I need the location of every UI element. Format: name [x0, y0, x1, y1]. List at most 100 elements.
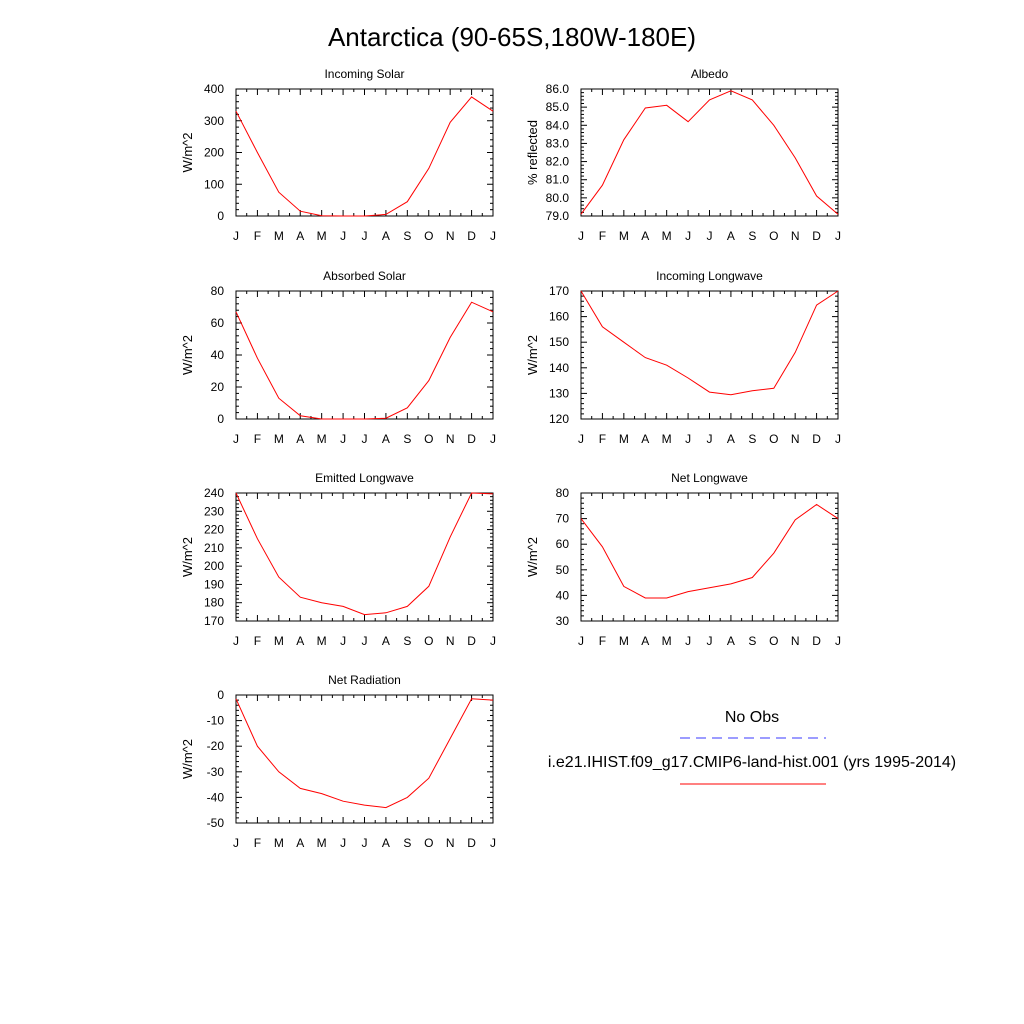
x-tick-label: J — [362, 836, 368, 850]
x-tick-label: J — [835, 229, 841, 243]
series-line — [235, 301, 494, 420]
y-tick-label: 80 — [211, 284, 225, 298]
y-tick-label: 40 — [211, 348, 225, 362]
y-tick-label: 180 — [204, 596, 224, 610]
x-tick-label: J — [362, 432, 368, 446]
y-tick-label: 230 — [204, 504, 224, 518]
x-tick-label: D — [812, 432, 821, 446]
panel-title: Net Longwave — [671, 471, 748, 485]
series-line — [235, 96, 494, 217]
plot-frame — [235, 88, 494, 217]
y-tick-label: -40 — [207, 790, 225, 804]
x-tick-label: J — [685, 634, 691, 648]
x-tick-label: S — [403, 229, 411, 243]
y-tick-label: 200 — [204, 146, 224, 160]
x-tick-label: M — [274, 432, 284, 446]
y-axis-label: W/m^2 — [525, 537, 540, 577]
y-axis-label: W/m^2 — [180, 739, 195, 779]
x-tick-label: A — [641, 634, 649, 648]
y-axis-label: W/m^2 — [180, 335, 195, 375]
x-tick-label: M — [274, 229, 284, 243]
x-tick-label: J — [233, 634, 239, 648]
x-tick-label: M — [274, 836, 284, 850]
y-tick-label: 400 — [204, 82, 224, 96]
x-tick-label: A — [296, 634, 304, 648]
y-tick-label: -10 — [207, 714, 225, 728]
y-tick-label: 83.0 — [546, 136, 570, 150]
x-tick-label: J — [578, 229, 584, 243]
y-tick-label: 150 — [549, 335, 569, 349]
series-line — [235, 698, 494, 809]
y-tick-label: 30 — [556, 614, 570, 628]
x-tick-label: J — [490, 836, 496, 850]
x-tick-label: O — [424, 634, 433, 648]
y-tick-label: 130 — [549, 386, 569, 400]
x-tick-label: J — [233, 229, 239, 243]
y-tick-label: 200 — [204, 559, 224, 573]
y-tick-label: 140 — [549, 361, 569, 375]
x-tick-label: A — [727, 634, 735, 648]
x-tick-label: M — [274, 634, 284, 648]
y-tick-label: 170 — [204, 614, 224, 628]
y-tick-label: 40 — [556, 588, 570, 602]
panel-title: Incoming Solar — [324, 67, 404, 81]
x-tick-label: N — [446, 634, 455, 648]
x-tick-label: S — [403, 432, 411, 446]
x-tick-label: F — [254, 836, 261, 850]
x-tick-label: J — [340, 836, 346, 850]
plot-frame — [580, 88, 839, 217]
x-tick-label: J — [362, 229, 368, 243]
y-tick-label: 70 — [556, 512, 570, 526]
x-tick-label: J — [707, 229, 713, 243]
x-tick-label: N — [791, 634, 800, 648]
x-tick-label: S — [748, 432, 756, 446]
x-tick-label: F — [254, 634, 261, 648]
y-tick-label: 85.0 — [546, 100, 570, 114]
x-tick-label: N — [446, 229, 455, 243]
x-tick-label: F — [599, 634, 606, 648]
panel-title: Emitted Longwave — [315, 471, 414, 485]
panel-title: Net Radiation — [328, 673, 401, 687]
x-tick-label: O — [424, 836, 433, 850]
x-tick-label: J — [233, 432, 239, 446]
y-tick-label: 60 — [556, 537, 570, 551]
x-tick-label: N — [446, 432, 455, 446]
x-tick-label: N — [791, 229, 800, 243]
y-tick-label: 82.0 — [546, 155, 570, 169]
y-tick-label: 86.0 — [546, 82, 570, 96]
x-tick-label: A — [641, 432, 649, 446]
y-tick-label: 81.0 — [546, 173, 570, 187]
x-tick-label: F — [254, 229, 261, 243]
x-tick-label: J — [490, 229, 496, 243]
x-tick-label: A — [727, 229, 735, 243]
plot-frame — [235, 492, 494, 622]
y-tick-label: 240 — [204, 486, 224, 500]
series-line — [580, 290, 839, 396]
x-tick-label: F — [254, 432, 261, 446]
x-tick-label: M — [662, 229, 672, 243]
x-tick-label: J — [340, 432, 346, 446]
y-tick-label: 0 — [217, 209, 224, 223]
x-tick-label: J — [685, 432, 691, 446]
x-tick-label: M — [317, 229, 327, 243]
y-tick-label: 60 — [211, 316, 225, 330]
x-tick-label: A — [382, 634, 390, 648]
legend-model-label: i.e21.IHIST.f09_g17.CMIP6-land-hist.001 … — [548, 754, 956, 771]
x-tick-label: M — [317, 634, 327, 648]
x-tick-label: J — [685, 229, 691, 243]
x-tick-label: A — [296, 432, 304, 446]
x-tick-label: J — [340, 634, 346, 648]
plot-frame — [235, 290, 494, 420]
y-tick-label: -30 — [207, 765, 225, 779]
y-tick-label: 120 — [549, 412, 569, 426]
x-tick-label: O — [424, 229, 433, 243]
y-tick-label: 80 — [556, 486, 570, 500]
x-tick-label: S — [403, 634, 411, 648]
x-tick-label: A — [296, 836, 304, 850]
x-tick-label: M — [619, 634, 629, 648]
x-tick-label: J — [233, 836, 239, 850]
